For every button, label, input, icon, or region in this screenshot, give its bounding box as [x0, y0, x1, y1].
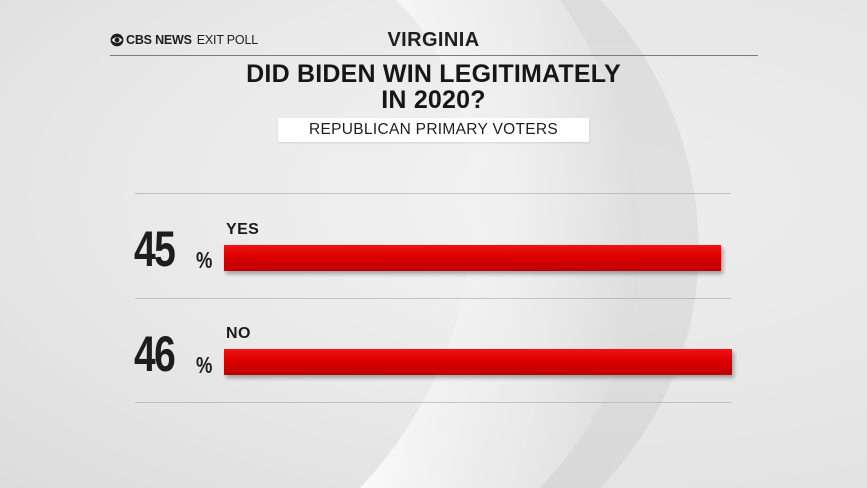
- percent-sign: %: [196, 352, 213, 378]
- category-label-no: NO: [226, 325, 251, 342]
- brand-lockup: CBS NEWS EXIT POLL: [110, 33, 258, 47]
- category-label-yes: YES: [226, 221, 260, 238]
- question-title-line-2: IN 2020?: [381, 86, 486, 114]
- question-title: DID BIDEN WIN LEGITIMATELY IN 2020?: [150, 61, 717, 113]
- state-label: VIRGINIA: [387, 29, 480, 51]
- value-number-no: 46: [134, 326, 176, 382]
- value-number-yes: 45: [134, 221, 176, 277]
- value-label-no: 46 %: [134, 326, 212, 382]
- voter-group-label: REPUBLICAN PRIMARY VOTERS: [278, 118, 589, 142]
- percent-sign: %: [196, 247, 213, 273]
- header-rule: [110, 55, 758, 56]
- header: CBS NEWS EXIT POLL VIRGINIA: [0, 0, 867, 60]
- row-separator: [135, 298, 731, 299]
- bar-yes: [224, 245, 721, 271]
- brand-network: CBS NEWS: [126, 33, 192, 47]
- cbs-eye-icon: [110, 33, 124, 47]
- question-title-line-1: DID BIDEN WIN LEGITIMATELY: [246, 60, 621, 88]
- row-separator: [135, 193, 731, 194]
- brand-product: EXIT POLL: [196, 33, 258, 47]
- row-separator: [135, 402, 731, 403]
- bar-no: [224, 349, 732, 375]
- value-label-yes: 45 %: [134, 221, 212, 277]
